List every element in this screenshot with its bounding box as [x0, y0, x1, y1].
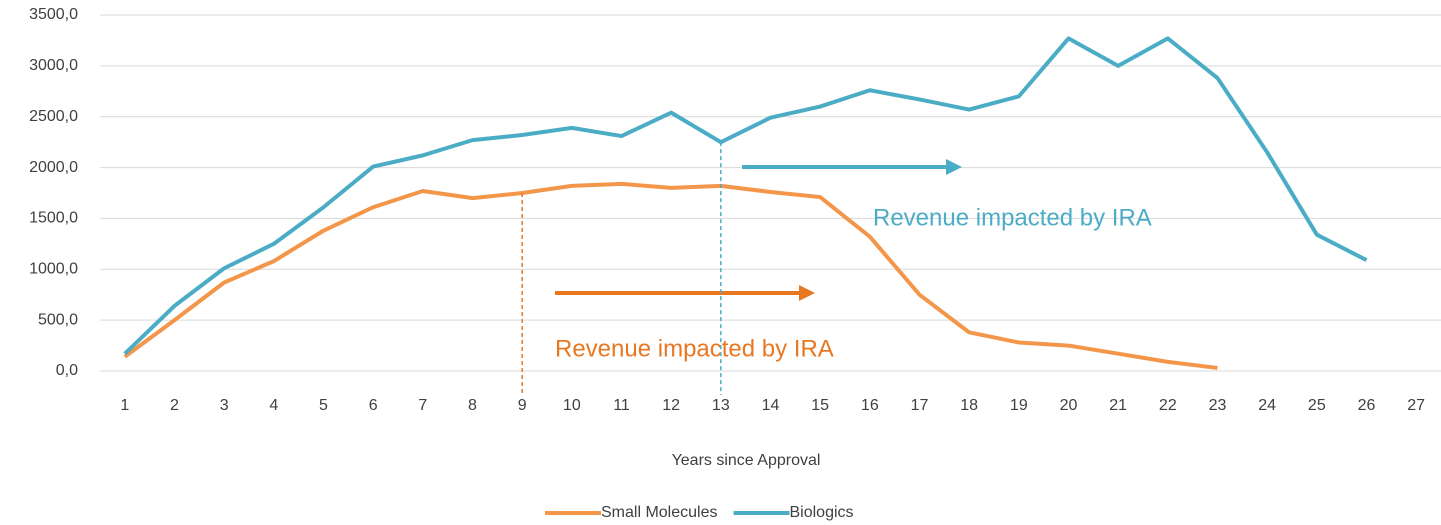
x-tick-label: 3 [220, 397, 229, 414]
x-tick-label: 6 [369, 397, 378, 414]
x-tick-label: 15 [811, 397, 829, 414]
y-tick-label: 0,0 [56, 362, 78, 379]
x-tick-label: 14 [762, 397, 780, 414]
y-tick-label: 2500,0 [29, 108, 78, 125]
y-tick-label: 3500,0 [29, 6, 78, 23]
x-axis-label: Years since Approval [672, 452, 821, 469]
x-tick-label: 10 [563, 397, 581, 414]
x-tick-label: 27 [1407, 397, 1425, 414]
y-tick-label: 3000,0 [29, 57, 78, 74]
x-tick-label: 17 [911, 397, 929, 414]
x-tick-label: 21 [1109, 397, 1127, 414]
x-tick-label: 1 [120, 397, 129, 414]
x-tick-label: 11 [613, 397, 630, 414]
x-tick-label: 8 [468, 397, 477, 414]
x-tick-label: 9 [518, 397, 527, 414]
x-tick-label: 25 [1308, 397, 1326, 414]
legend-label: Small Molecules [601, 504, 717, 521]
line-series [123, 181, 1218, 370]
x-tick-label: 2 [170, 397, 179, 414]
x-tick-label: 4 [269, 397, 278, 414]
x-tick-label: 7 [418, 397, 427, 414]
x-tick-label: 18 [960, 397, 978, 414]
y-tick-label: 500,0 [38, 311, 78, 328]
x-tick-label: 12 [662, 397, 680, 414]
x-tick-label: 24 [1258, 397, 1276, 414]
x-tick-label: 13 [712, 397, 730, 414]
annotation-text: Revenue impacted by IRA [873, 204, 1152, 231]
x-tick-label: 19 [1010, 397, 1028, 414]
y-tick-label: 1500,0 [29, 210, 78, 227]
legend-label: Biologics [789, 504, 853, 521]
x-tick-label: 20 [1060, 397, 1078, 414]
x-tick-label: 26 [1358, 397, 1376, 414]
y-tick-label: 1000,0 [29, 261, 78, 278]
x-tick-label: 16 [861, 397, 879, 414]
x-tick-label: 22 [1159, 397, 1177, 414]
x-tick-label: 5 [319, 397, 328, 414]
x-tick-label: 23 [1209, 397, 1227, 414]
y-tick-label: 2000,0 [29, 159, 78, 176]
line-series [123, 36, 1368, 356]
annotation-text: Revenue impacted by IRA [555, 335, 834, 362]
